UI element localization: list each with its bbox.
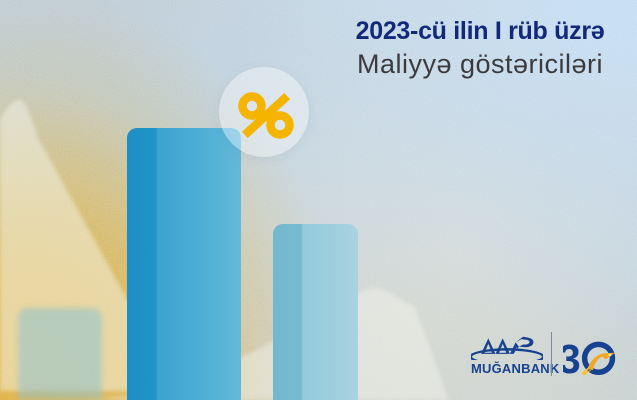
svg-text:3: 3 (563, 337, 581, 381)
